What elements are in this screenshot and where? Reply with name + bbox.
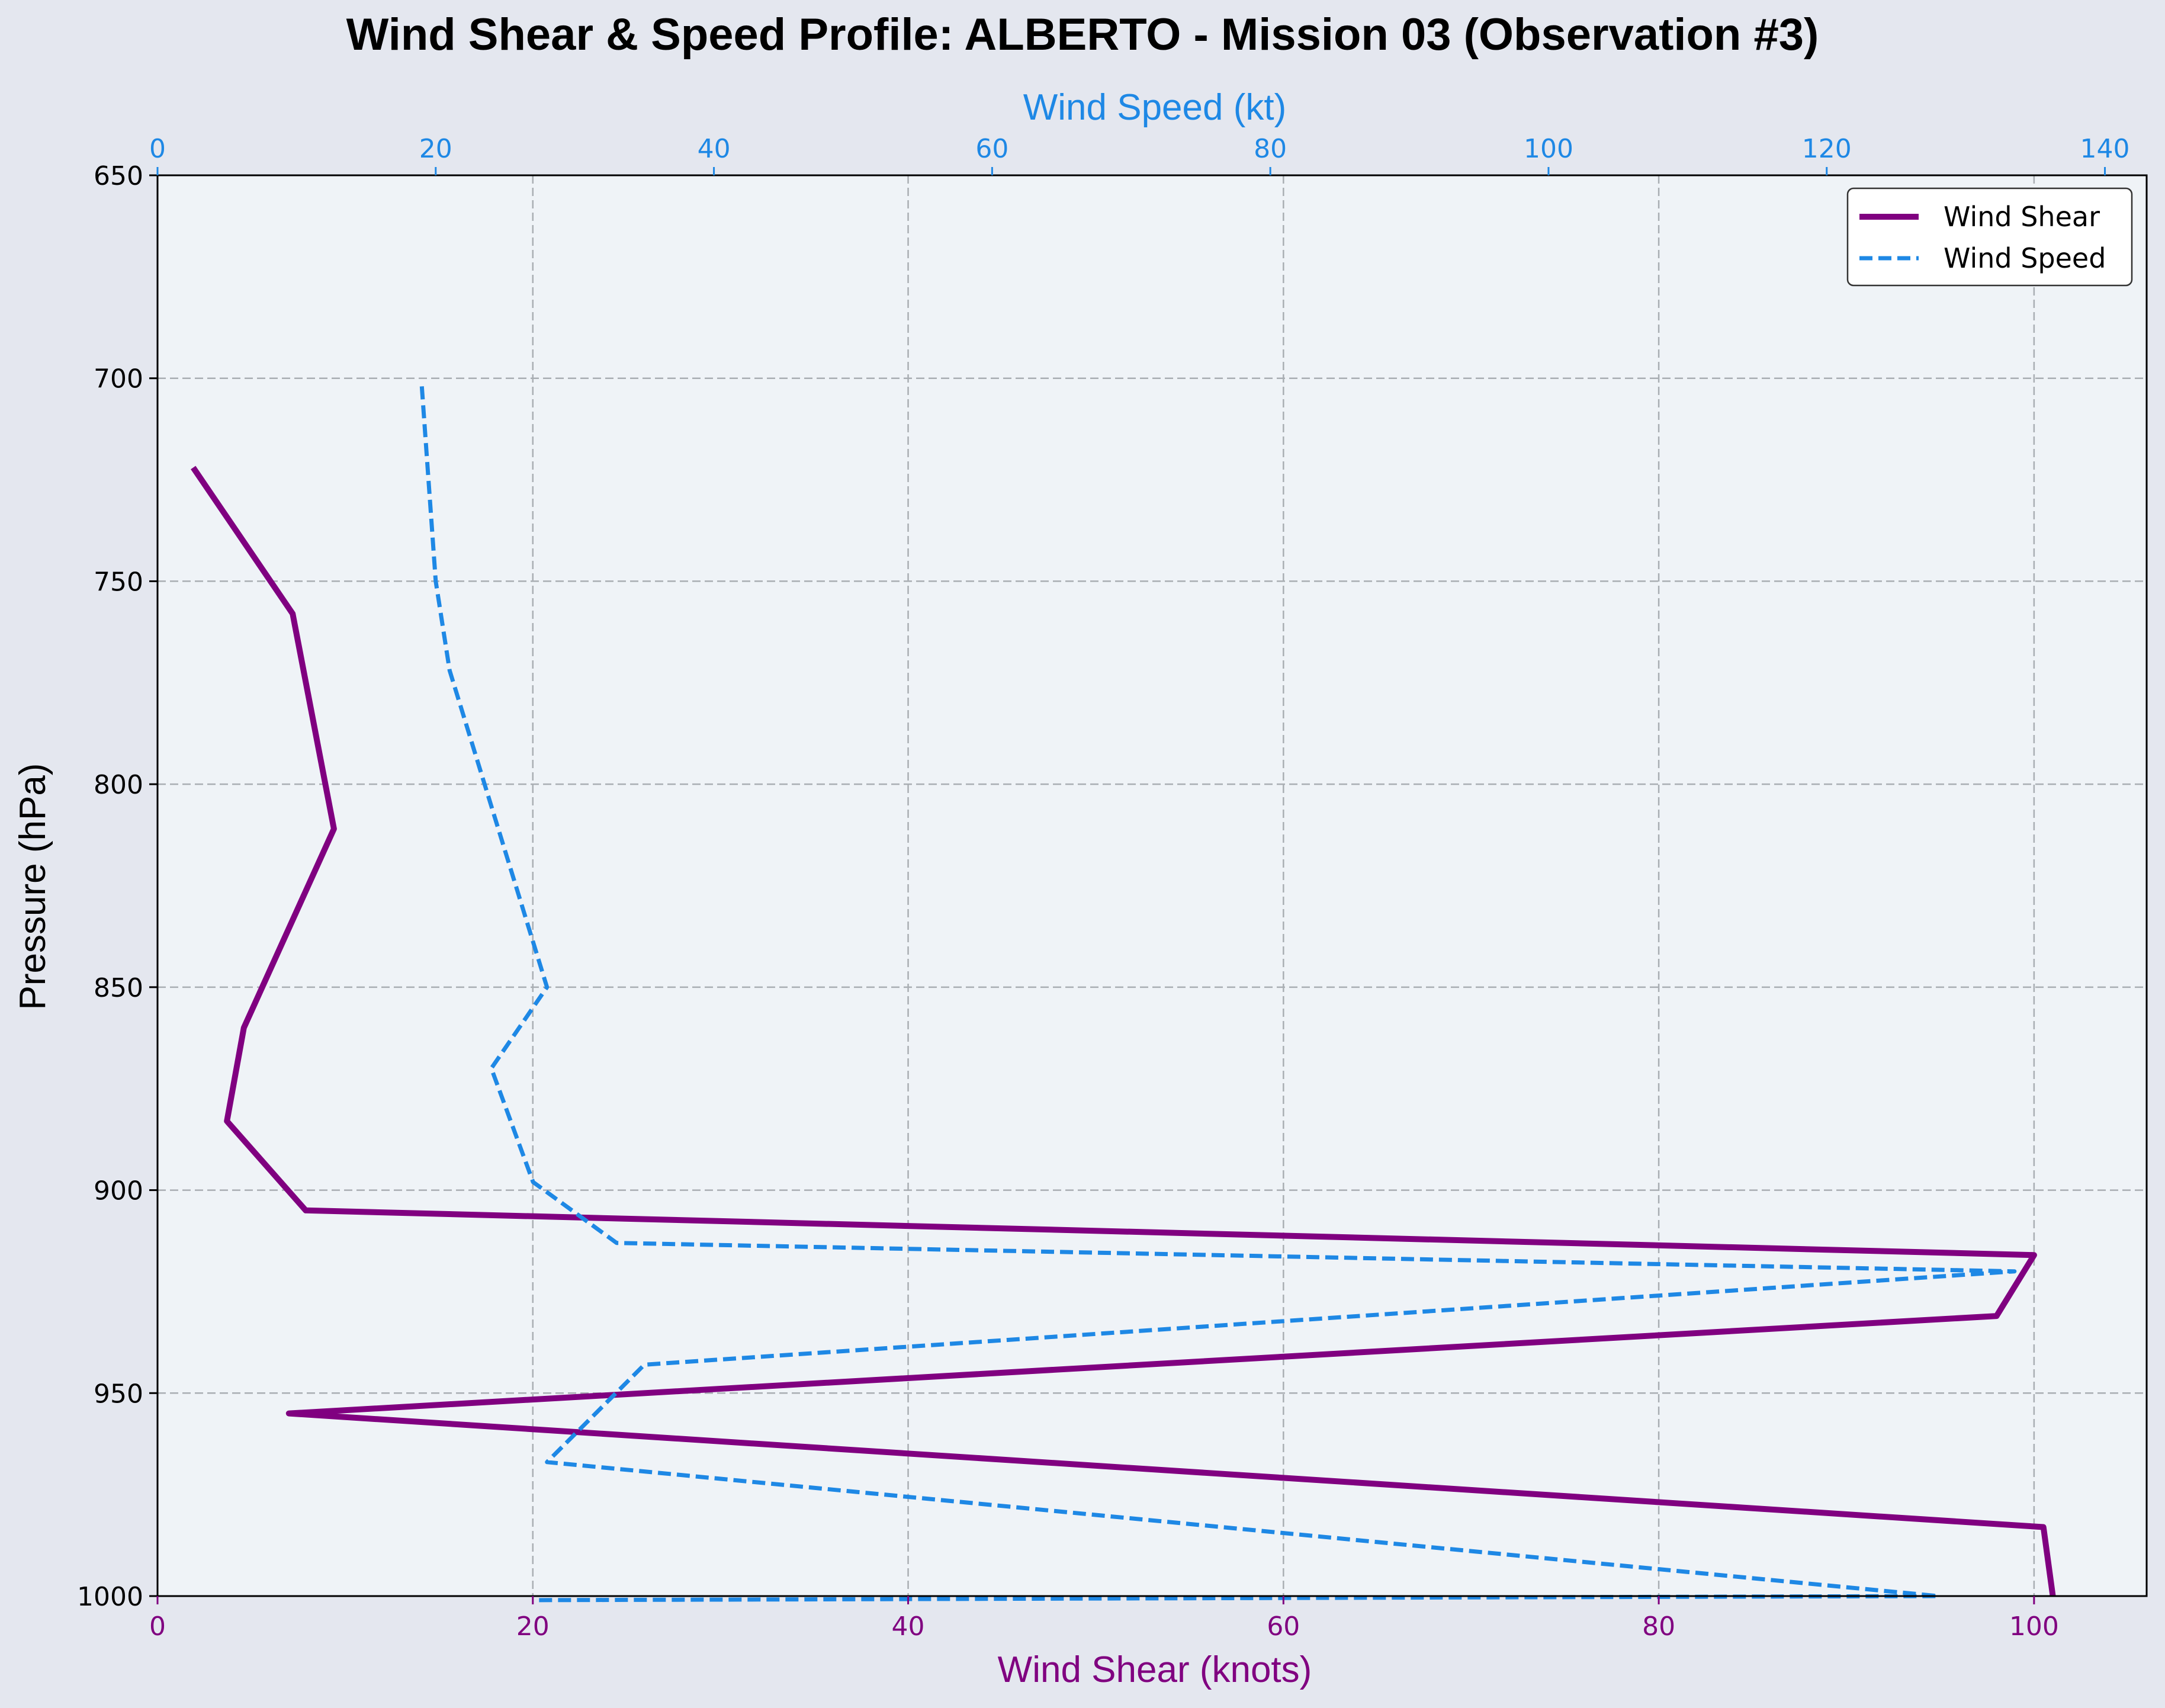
x-axis-label-bottom: Wind Shear (knots) — [998, 1649, 1312, 1690]
grid — [156, 174, 2147, 1597]
y-tick-label: 950 — [94, 1379, 143, 1409]
series-lines — [191, 386, 2056, 1603]
y-tick-label: 750 — [94, 567, 143, 597]
legend-box — [1846, 187, 2133, 287]
series-line-wind-speed — [419, 386, 2017, 1603]
y-tick-label: 800 — [94, 770, 143, 800]
y-tick-label: 650 — [94, 161, 143, 191]
x-tick-label-bottom: 20 — [516, 1611, 550, 1642]
y-tick-label: 900 — [94, 1176, 143, 1206]
x-tick-label-bottom: 40 — [892, 1611, 925, 1642]
x-tick-label-top: 80 — [1254, 134, 1287, 164]
x-tick-label-top: 20 — [419, 134, 452, 164]
legend-label-wind-shear: Wind Shear — [1944, 201, 2100, 233]
y-tick-label: 1000 — [77, 1582, 143, 1612]
chart-title: Wind Shear & Speed Profile: ALBERTO - Mi… — [346, 9, 1819, 60]
x-axis-label-top: Wind Speed (kt) — [1023, 87, 1287, 128]
x-tick-label-bottom: 60 — [1267, 1611, 1300, 1642]
series-line-wind-shear — [191, 465, 2056, 1597]
plot-area — [158, 175, 2147, 1596]
x-tick-label-bottom: 80 — [1642, 1611, 1675, 1642]
x-tick-label-top: 40 — [698, 134, 731, 164]
x-tick-label-top: 0 — [149, 134, 166, 164]
legend-label-wind-speed: Wind Speed — [1944, 242, 2106, 274]
y-tick-label: 700 — [94, 364, 143, 394]
plot-frame — [156, 174, 2148, 1597]
legend: Wind Shear Wind Speed — [1846, 187, 2133, 287]
y-axis-label: Pressure (hPa) — [12, 763, 53, 1010]
y-tick-label: 850 — [94, 973, 143, 1003]
x-tick-label-top: 60 — [975, 134, 1008, 164]
x-tick-label-top: 120 — [1802, 134, 1852, 164]
x-tick-label-bottom: 0 — [149, 1611, 166, 1642]
x-tick-label-bottom: 100 — [2009, 1611, 2059, 1642]
x-tick-label-top: 100 — [1524, 134, 1573, 164]
x-tick-label-top: 140 — [2080, 134, 2130, 164]
